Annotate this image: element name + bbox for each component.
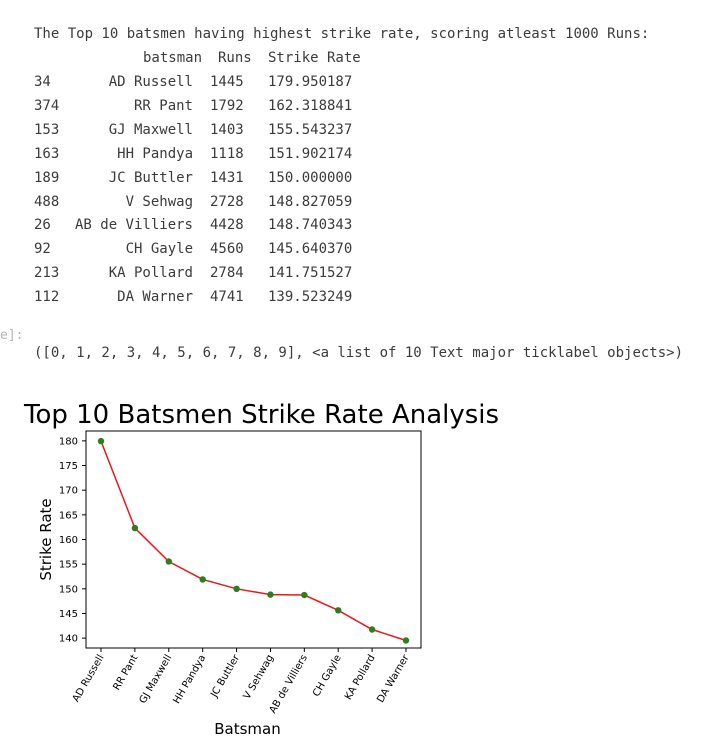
table-cell-batsman: RR Pant (133, 97, 193, 114)
table-cell-strike-rate: 155.543237 (268, 121, 353, 138)
data-point (165, 558, 172, 565)
table-cell-batsman: HH Pandya (117, 145, 193, 162)
output-heading: The Top 10 batsmen having highest strike… (34, 26, 650, 42)
y-tick-label: 180 (59, 436, 78, 447)
table-cell-batsman: CH Gayle (125, 241, 193, 258)
data-point (199, 576, 206, 583)
data-point (267, 591, 274, 598)
y-tick-label: 140 (59, 634, 78, 645)
chart-title: Top 10 Batsmen Strike Rate Analysis (24, 400, 500, 430)
table-cell-strike-rate: 162.318841 (268, 97, 353, 114)
table-cell-runs: 2784 (210, 265, 244, 282)
table-row-index: 112 (34, 289, 60, 306)
table-row-index: 34 (34, 74, 51, 90)
table-cell-batsman: AD Russell (108, 74, 193, 90)
data-point (335, 607, 342, 614)
data-point (131, 524, 139, 532)
table-cell-runs: 1445 (210, 74, 244, 90)
cell-prompt: e]: (0, 328, 24, 343)
table-row-index: 189 (34, 169, 60, 186)
table-cell-runs: 1792 (210, 97, 244, 114)
table-cell-strike-rate: 139.523249 (268, 289, 353, 306)
x-tick-label: DA Warner (375, 652, 412, 705)
table-row-index: 213 (34, 265, 60, 282)
y-tick-label: 165 (59, 510, 78, 521)
x-tick-label: CH Gayle (311, 653, 344, 699)
y-tick-label: 170 (59, 486, 78, 497)
table-cell-batsman: JC Buttler (108, 169, 193, 186)
table-cell-runs: 4428 (210, 217, 244, 234)
strike-rate-line (100, 440, 407, 642)
table-cell-strike-rate: 148.827059 (268, 193, 353, 210)
table-cell-runs: 1431 (210, 169, 244, 186)
table-cell-runs: 1118 (210, 145, 244, 162)
column-header-batsman: batsman (143, 50, 203, 66)
table-cell-batsman: V Sehwag (125, 193, 193, 210)
cell-result-text: ([0, 1, 2, 3, 4, 5, 6, 7, 8, 9], <a list… (34, 345, 684, 361)
column-header-strike-rate: Strike Rate (268, 50, 361, 66)
y-tick-label: 155 (59, 560, 78, 571)
table-cell-strike-rate: 141.751527 (268, 265, 353, 282)
table-cell-strike-rate: 148.740343 (268, 217, 353, 234)
table-cell-strike-rate: 151.902174 (268, 145, 353, 162)
x-axis-label: Batsman (214, 720, 281, 738)
data-point (301, 591, 308, 599)
data-point (233, 585, 240, 593)
table-cell-runs: 4741 (210, 289, 244, 306)
y-tick-label: 160 (59, 535, 78, 546)
table-row-index: 26 (34, 217, 51, 234)
plot-frame (85, 430, 422, 649)
table-cell-batsman: AB de Villiers (74, 217, 193, 234)
x-tick-label: V Sehwag (242, 653, 276, 701)
column-header-runs: Runs (218, 50, 252, 66)
table-cell-batsman: GJ Maxwell (108, 121, 193, 138)
x-tick-label: AB de Villiers (268, 653, 310, 715)
x-tick-label: GJ Maxwell (138, 653, 175, 706)
y-tick-label: 150 (59, 584, 78, 595)
table-cell-batsman: KA Pollard (108, 265, 193, 282)
table-row-index: 488 (34, 193, 60, 210)
table-cell-batsman: DA Warner (117, 289, 193, 306)
x-tick-label: RR Pant (111, 653, 140, 692)
table-row-index: 92 (34, 241, 51, 258)
x-tick-label: KA Pollard (343, 653, 378, 702)
table-row-index: 163 (34, 145, 60, 162)
table-cell-runs: 1403 (210, 121, 244, 138)
x-tick-label: JC Buttler (209, 652, 243, 700)
y-tick-label: 175 (59, 461, 78, 472)
y-tick-label: 145 (59, 609, 78, 620)
table-row-index: 374 (34, 97, 60, 114)
table-cell-runs: 2728 (210, 193, 244, 210)
x-tick-label: HH Pandya (171, 653, 208, 706)
data-point (368, 626, 376, 633)
table-cell-runs: 4560 (210, 241, 244, 258)
table-cell-strike-rate: 150.000000 (268, 169, 353, 186)
table-cell-strike-rate: 145.640370 (268, 241, 353, 258)
data-point (97, 437, 105, 445)
data-point (402, 637, 410, 644)
y-axis-label: Strike Rate (37, 498, 55, 580)
table-cell-strike-rate: 179.950187 (268, 74, 353, 90)
x-tick-label: AD Russell (71, 653, 107, 704)
table-row-index: 153 (34, 121, 60, 138)
